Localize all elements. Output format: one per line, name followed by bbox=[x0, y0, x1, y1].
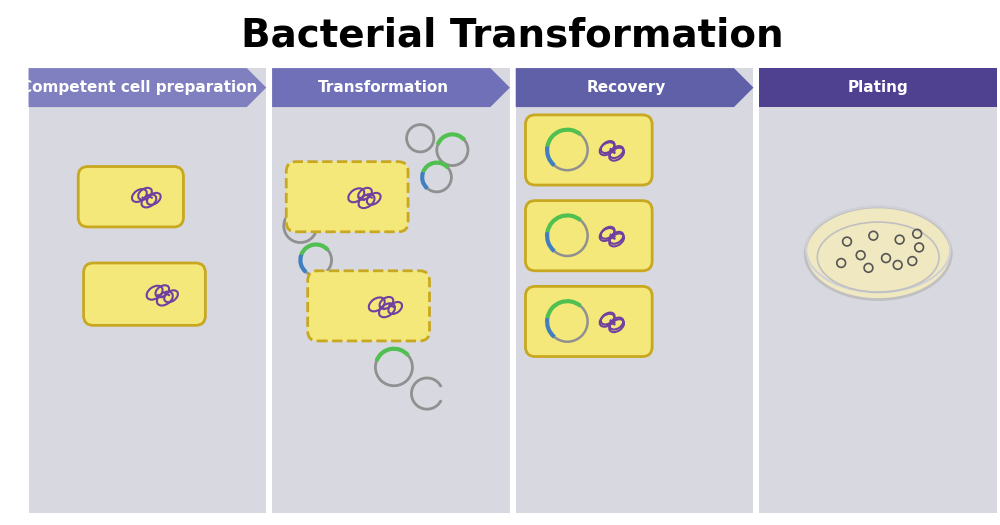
FancyBboxPatch shape bbox=[525, 115, 652, 185]
Polygon shape bbox=[759, 68, 997, 107]
Bar bbox=[272, 68, 510, 513]
Text: Bacterial Transformation: Bacterial Transformation bbox=[241, 16, 784, 55]
Text: Transformation: Transformation bbox=[318, 80, 449, 95]
FancyBboxPatch shape bbox=[525, 201, 652, 271]
Bar bbox=[29, 68, 266, 513]
Polygon shape bbox=[29, 68, 266, 107]
FancyBboxPatch shape bbox=[525, 286, 652, 356]
Polygon shape bbox=[272, 68, 510, 107]
FancyBboxPatch shape bbox=[84, 263, 205, 326]
FancyBboxPatch shape bbox=[78, 166, 183, 227]
Text: Recovery: Recovery bbox=[587, 80, 666, 95]
Bar bbox=[516, 68, 753, 513]
Bar bbox=[759, 68, 997, 513]
Text: Plating: Plating bbox=[848, 80, 909, 95]
FancyBboxPatch shape bbox=[308, 271, 429, 341]
Polygon shape bbox=[516, 68, 753, 107]
FancyBboxPatch shape bbox=[286, 162, 408, 232]
Ellipse shape bbox=[805, 207, 951, 300]
Text: Competent cell preparation: Competent cell preparation bbox=[21, 80, 258, 95]
